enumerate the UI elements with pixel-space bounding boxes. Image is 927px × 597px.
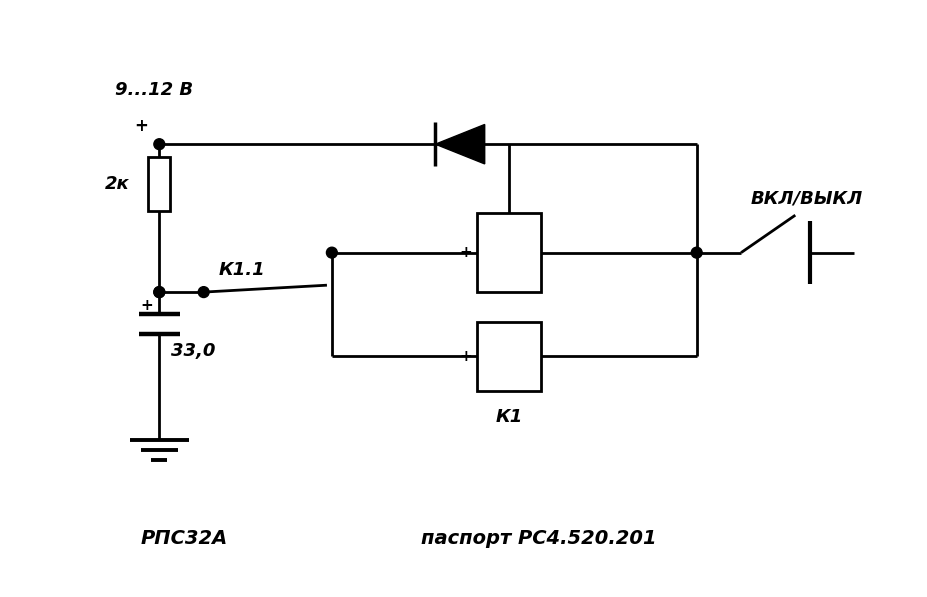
Circle shape bbox=[154, 287, 165, 297]
Text: 2к: 2к bbox=[105, 175, 130, 193]
Text: паспорт РС4.520.201: паспорт РС4.520.201 bbox=[421, 529, 656, 548]
Text: +: + bbox=[459, 349, 472, 364]
Text: +: + bbox=[140, 298, 153, 313]
Circle shape bbox=[198, 287, 210, 297]
Bar bbox=[477, 213, 541, 292]
Circle shape bbox=[154, 139, 165, 150]
Circle shape bbox=[326, 247, 337, 258]
Circle shape bbox=[154, 287, 165, 297]
Polygon shape bbox=[436, 124, 485, 164]
Text: РПС32А: РПС32А bbox=[140, 529, 228, 548]
Text: ВКЛ/ВЫКЛ: ВКЛ/ВЫКЛ bbox=[751, 189, 863, 207]
Text: К1: К1 bbox=[496, 408, 523, 426]
Text: К1.1: К1.1 bbox=[219, 260, 265, 279]
Bar bbox=[477, 322, 541, 390]
Text: 33,0: 33,0 bbox=[171, 342, 215, 360]
Text: 9...12 В: 9...12 В bbox=[115, 81, 193, 99]
Circle shape bbox=[692, 247, 702, 258]
Text: +: + bbox=[459, 245, 472, 260]
Text: +: + bbox=[134, 118, 148, 136]
Bar bbox=[148, 156, 171, 211]
